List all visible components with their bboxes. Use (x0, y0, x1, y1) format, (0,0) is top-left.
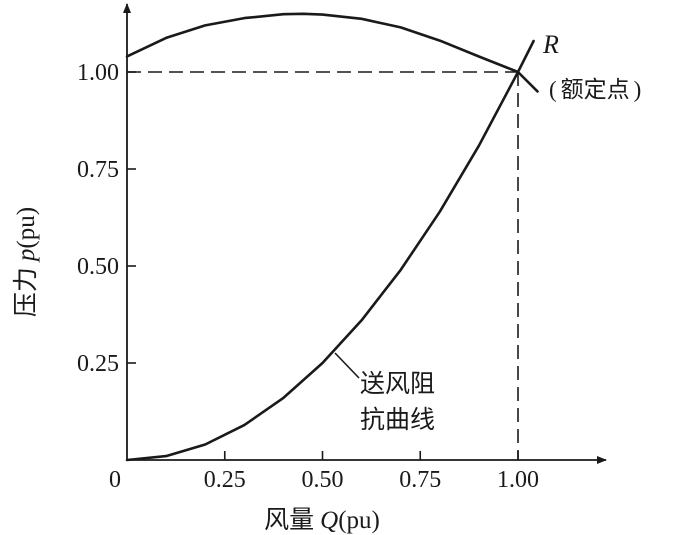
x-axis-title-text: 风量 (264, 505, 314, 534)
fan-curve-line (125, 12, 539, 93)
rated-note-text: 额定点 (561, 77, 630, 103)
y-axis-title-text: 压力 (11, 267, 40, 317)
y-tick-label-3: 1.00 (77, 60, 119, 86)
resistance-curve-label-line-1: 送风阻 (360, 369, 435, 398)
rated-note-open-paren: ( (549, 77, 557, 102)
x-tick-label-3: 0.75 (399, 467, 441, 493)
x-axis-unit: (pu) (338, 507, 380, 534)
x-axis-variable: Q (320, 507, 338, 534)
y-axis-variable: p (13, 249, 40, 264)
y-tick-label-0: 0.25 (77, 351, 119, 377)
rated-point-name: R (542, 30, 559, 59)
resistance-curve-label-line-2: 抗曲线 (360, 405, 435, 434)
y-tick-label-1: 0.50 (77, 254, 119, 280)
x-tick-label-4: 1.00 (497, 467, 539, 493)
y-axis-title: 压力 p(pu) (11, 207, 40, 317)
x-axis-title: 风量 Q(pu) (264, 505, 380, 534)
rated-point-guides (127, 71, 519, 460)
rated-note-close-paren: ) (634, 77, 642, 102)
curves (125, 12, 539, 462)
x-tick-label-1: 0.25 (204, 467, 246, 493)
x-tick-label-0: 0 (109, 467, 121, 493)
resistance-curve-leader-line (334, 352, 360, 379)
y-tick-label-2: 0.75 (77, 157, 119, 183)
rated-point-note: (额定点) (549, 77, 641, 103)
y-axis-unit: (pu) (13, 207, 40, 249)
resistance-curve-line (125, 39, 535, 462)
x-tick-label-2: 0.50 (302, 467, 344, 493)
